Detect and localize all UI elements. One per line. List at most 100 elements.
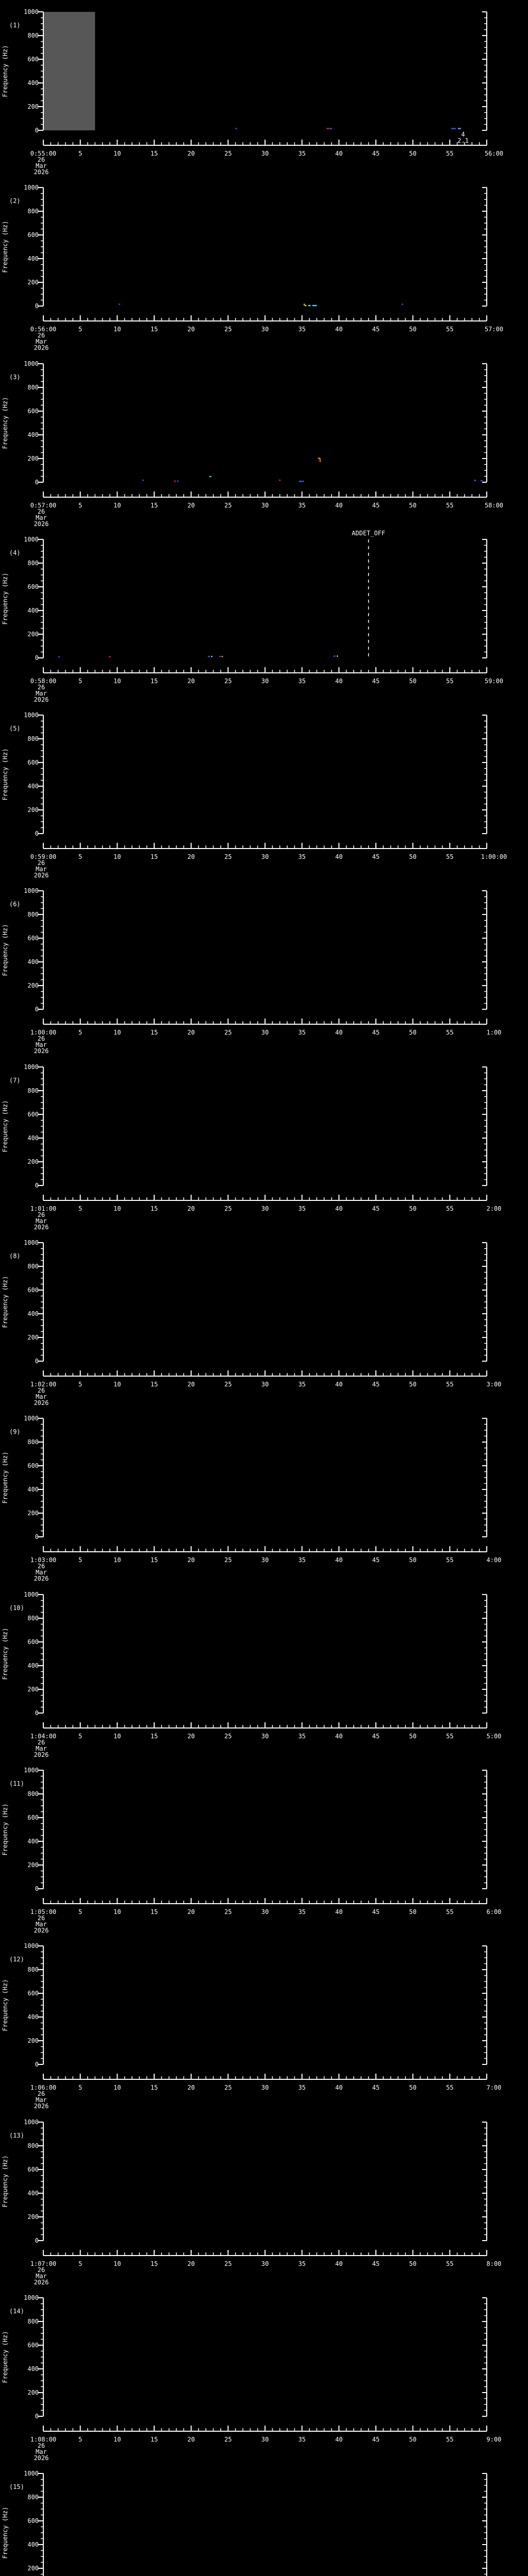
x-tick-label: 20	[187, 1908, 194, 1916]
x-tick-label: 45	[372, 2084, 380, 2091]
y-tick-label: 0	[35, 2413, 39, 2420]
x-tick-label: 40	[335, 1556, 342, 1564]
x-tick-label: 50	[409, 1908, 416, 1916]
date-line: Mar	[36, 2096, 47, 2104]
detection-mark	[209, 476, 211, 477]
y-tick-label: 600	[27, 231, 39, 239]
x-tick-label: 45	[372, 2260, 380, 2267]
y-tick-label: 800	[27, 735, 39, 742]
y-tick-label: 200	[27, 279, 39, 286]
x-minor-ticks	[50, 669, 480, 673]
y-tick-label: 600	[27, 2517, 39, 2524]
y-tick-label: 200	[27, 1861, 39, 1869]
x-tick-label: 10	[113, 677, 121, 685]
x-tick-label: 15	[151, 2260, 158, 2267]
y-tick-label: 0	[35, 127, 39, 134]
y-major-ticks	[38, 1945, 44, 2065]
y-axis-title: Frequency (Hz)	[2, 397, 9, 449]
y-tick-label: 800	[27, 2494, 39, 2501]
right-major-ticks	[482, 1594, 487, 1714]
x-minor-ticks	[50, 1021, 480, 1025]
date-line: 26	[38, 1914, 45, 1922]
x-minor-ticks	[50, 1373, 480, 1377]
y-tick-label: 1000	[24, 2294, 39, 2301]
x-tick-label: 25	[224, 677, 232, 685]
x-tick-label: 50	[409, 1733, 416, 1740]
detection-mark	[119, 303, 121, 306]
y-tick-label: 800	[27, 32, 39, 39]
y-tick-label: 600	[27, 583, 39, 590]
right-major-ticks	[482, 1066, 487, 1186]
y-tick-label: 800	[27, 2142, 39, 2149]
y-tick-label: 600	[27, 1111, 39, 1118]
right-minor-ticks	[484, 17, 487, 125]
detection-mark	[312, 305, 317, 307]
right-minor-ticks	[484, 1072, 487, 1180]
x-tick-label: 45	[372, 150, 380, 157]
detection-mark	[174, 480, 176, 482]
y-major-ticks	[38, 715, 44, 835]
x-tick-label: 35	[298, 502, 305, 509]
detection-mark	[480, 480, 483, 481]
x-tick-label: 5	[78, 326, 82, 333]
y-tick-label: 0	[35, 830, 39, 837]
y-tick-label: 0	[35, 2237, 39, 2244]
x-tick-label: 20	[187, 1556, 194, 1564]
x-tick-label: 50	[409, 2436, 416, 2443]
x-tick-label: 35	[298, 1908, 305, 1916]
x-tick-label: 45	[372, 2436, 380, 2443]
x-tick-label: 55	[446, 2436, 453, 2443]
y-tick-label: 200	[27, 1158, 39, 1165]
x-minor-ticks	[50, 2252, 480, 2256]
x-tick-label: 55	[446, 326, 453, 333]
date-line: 2026	[34, 2454, 49, 2462]
panel-index-label: (13)	[9, 2132, 24, 2139]
x-minor-ticks	[50, 2076, 480, 2080]
x-tick-label: 10	[113, 1381, 121, 1388]
x-major-ticks	[43, 2074, 487, 2080]
y-tick-label: 400	[27, 607, 39, 614]
x-tick-label: 30	[261, 1205, 269, 1212]
y-tick-label: 400	[27, 783, 39, 790]
x-tick-label: 30	[261, 502, 269, 509]
date-line: 26	[38, 156, 45, 163]
x-tick-label: 45	[372, 326, 380, 333]
panel-plot-5: 0 200 400 600 800 1000 0:59:00 5 10 15 20 25 30 35 40 4…	[2, 711, 507, 879]
right-minor-ticks	[484, 1600, 487, 1707]
x-tick-label: 10	[113, 326, 121, 333]
x-tick-label: 10	[113, 150, 121, 157]
y-tick-label: 200	[27, 1510, 39, 1517]
x-tick-label: 25	[224, 1381, 232, 1388]
right-major-ticks	[482, 1242, 487, 1362]
x-tick-label: 5	[78, 150, 82, 157]
detection-mark	[221, 655, 223, 657]
y-tick-label: 600	[27, 759, 39, 766]
x-tick-label: 15	[151, 326, 158, 333]
y-major-ticks	[38, 2121, 44, 2241]
panel-10: 0 200 400 600 800 1000 1:04:00 5 10 15 20 25 30 35 40 4…	[0, 1583, 528, 1758]
x-major-ticks	[43, 667, 487, 673]
y-tick-label: 600	[27, 1814, 39, 1821]
right-major-ticks	[482, 890, 487, 1010]
y-tick-label: 800	[27, 1087, 39, 1094]
panel-plot-8: 0 200 400 600 800 1000 1:02:00 5 10 15 20 25 30 35 40 4…	[2, 1239, 501, 1406]
x-start-label: 1:07:00	[30, 2260, 57, 2267]
x-tick-label: 15	[151, 150, 158, 157]
y-minor-ticks	[41, 1775, 44, 1884]
x-tick-label: 55	[446, 1029, 453, 1036]
y-major-ticks	[38, 1769, 44, 1889]
y-minor-ticks	[41, 1072, 44, 1180]
x-tick-label: 40	[335, 1381, 342, 1388]
y-tick-label: 800	[27, 2318, 39, 2325]
x-tick-label: 55	[446, 1205, 453, 1212]
y-tick-label: 800	[27, 911, 39, 918]
panel-plot-3: 0 200 400 600 800 1000 0:57:00 5 10 15 20 25 30 35 40 4…	[2, 360, 503, 528]
x-tick-label: 20	[187, 1381, 194, 1388]
x-tick-label: 35	[298, 1029, 305, 1036]
y-axis-title: Frequency (Hz)	[2, 1803, 9, 1855]
x-tick-label: 50	[409, 502, 416, 509]
x-end-label: 5:00	[487, 1733, 502, 1740]
detection-mark	[326, 128, 329, 129]
y-tick-label: 400	[27, 1134, 39, 1142]
x-tick-label: 15	[151, 1908, 158, 1916]
